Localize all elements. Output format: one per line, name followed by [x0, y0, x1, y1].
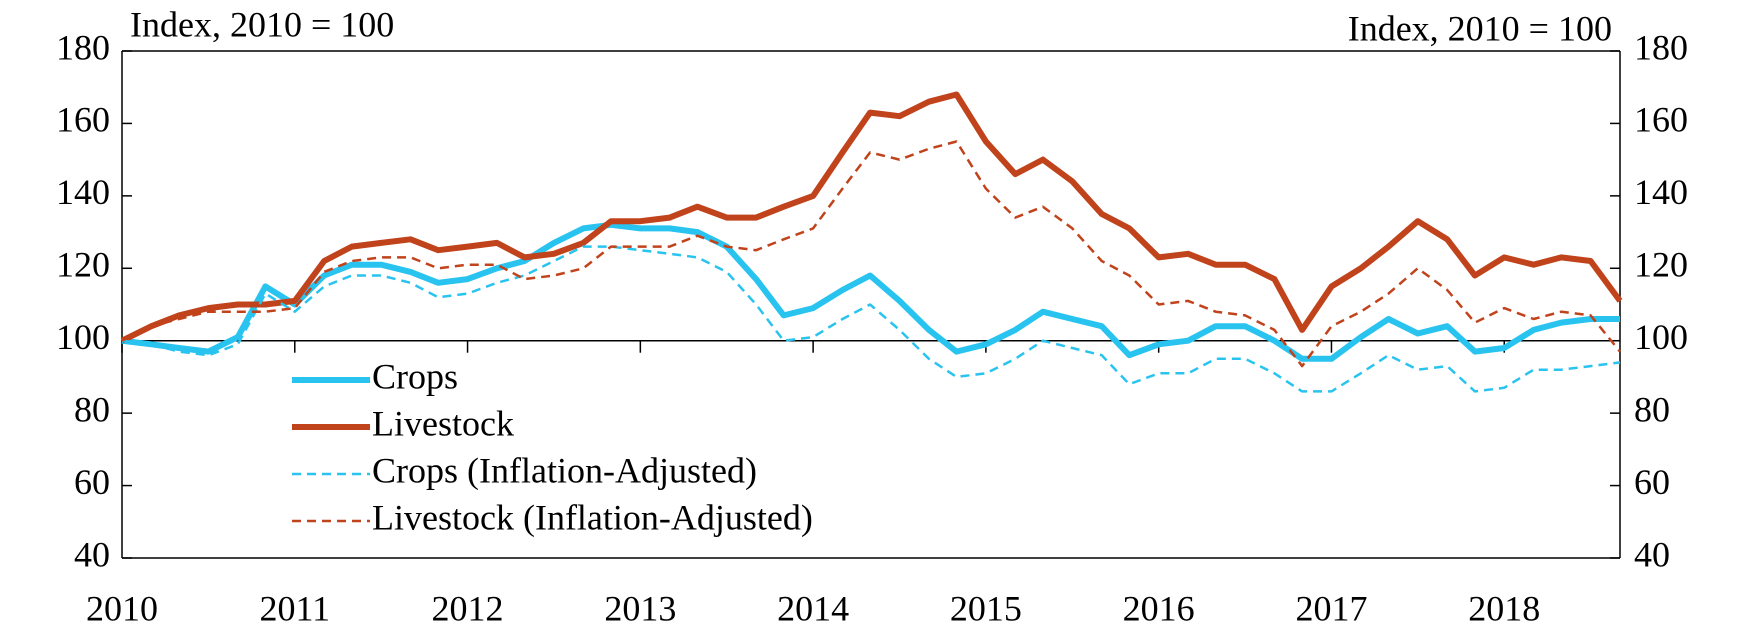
y2-tick-label: 80: [1634, 389, 1670, 429]
y-tick-label: 140: [56, 172, 110, 212]
series-line: [121, 140, 1621, 368]
y-tick-label: 40: [74, 534, 110, 574]
x-tick-label: 2016: [1123, 588, 1195, 628]
legend-label: Livestock: [372, 403, 514, 443]
y2-tick-label: 160: [1634, 100, 1688, 140]
series-line: [120, 91, 1623, 344]
x-tick-label: 2010: [86, 588, 158, 628]
y-tick-label: 60: [74, 462, 110, 502]
legend-label: Livestock (Inflation-Adjusted): [372, 497, 813, 537]
x-tick-label: 2013: [604, 588, 676, 628]
y-tick-label: 160: [56, 100, 110, 140]
y-tick-label: 180: [56, 27, 110, 67]
y2-tick-label: 180: [1634, 27, 1688, 67]
x-tick-label: 2015: [950, 588, 1022, 628]
y2-tick-label: 60: [1634, 462, 1670, 502]
series-line: [121, 245, 1621, 393]
y-tick-label: 120: [56, 245, 110, 285]
legend-label: Crops: [372, 356, 458, 396]
x-tick-label: 2014: [777, 588, 849, 628]
y2-tick-label: 100: [1634, 317, 1688, 357]
y2-tick-label: 140: [1634, 172, 1688, 212]
y-axis-label: Index, 2010 = 100: [130, 4, 394, 44]
y-tick-label: 80: [74, 389, 110, 429]
x-tick-label: 2011: [259, 588, 330, 628]
legend-label: Crops (Inflation-Adjusted): [372, 450, 757, 490]
y2-tick-label: 120: [1634, 245, 1688, 285]
y-tick-label: 100: [56, 317, 110, 357]
y2-axis-label: Index, 2010 = 100: [1348, 8, 1612, 48]
x-tick-label: 2017: [1295, 588, 1367, 628]
x-tick-label: 2012: [432, 588, 504, 628]
series-line: [121, 221, 1620, 362]
y2-tick-label: 40: [1634, 534, 1670, 574]
x-tick-label: 2018: [1468, 588, 1540, 628]
